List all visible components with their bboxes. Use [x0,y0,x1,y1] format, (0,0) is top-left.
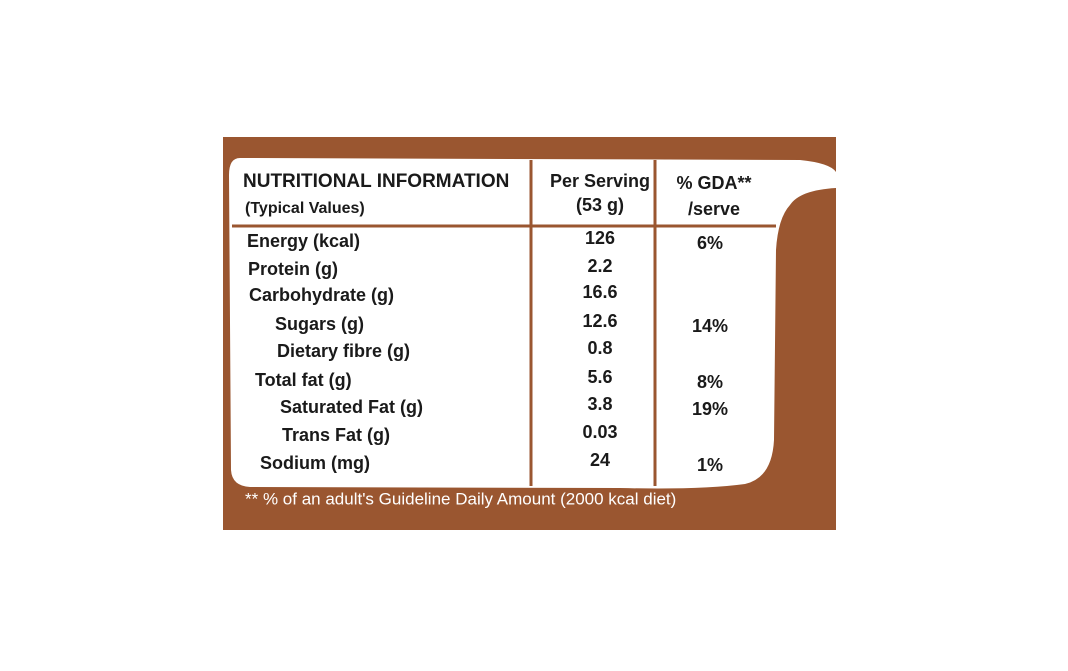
per-serving: 0.8 [587,338,612,358]
row-name: Sugars (g) [275,314,364,334]
column-header: % GDA** [676,173,751,193]
gda: 8% [697,372,723,392]
row-name: Sodium (mg) [260,453,370,473]
gda: 14% [692,316,728,336]
row-name: Carbohydrate (g) [249,285,394,305]
row-name: Energy (kcal) [247,231,360,251]
column-header: (53 g) [576,195,624,215]
per-serving: 2.2 [587,256,612,276]
per-serving: 16.6 [582,282,617,302]
table-title: NUTRITIONAL INFORMATION [243,171,509,192]
table-subtitle: (Typical Values) [245,200,365,217]
per-serving: 126 [585,228,615,248]
row-name: Saturated Fat (g) [280,397,423,417]
footnote: ** % of an adult's Guideline Daily Amoun… [245,489,676,508]
row-name: Total fat (g) [255,370,352,390]
gda: 1% [697,455,723,475]
row-name: Trans Fat (g) [282,425,390,445]
gda: 19% [692,399,728,419]
row-name: Protein (g) [248,259,338,279]
gda: 6% [697,233,723,253]
row-name: Dietary fibre (g) [277,341,410,361]
per-serving: 5.6 [587,367,612,387]
per-serving: 12.6 [582,311,617,331]
per-serving: 24 [590,450,610,470]
per-serving: 0.03 [582,422,617,442]
column-header: Per Serving [550,171,650,191]
column-header: /serve [688,199,740,219]
per-serving: 3.8 [587,394,612,414]
